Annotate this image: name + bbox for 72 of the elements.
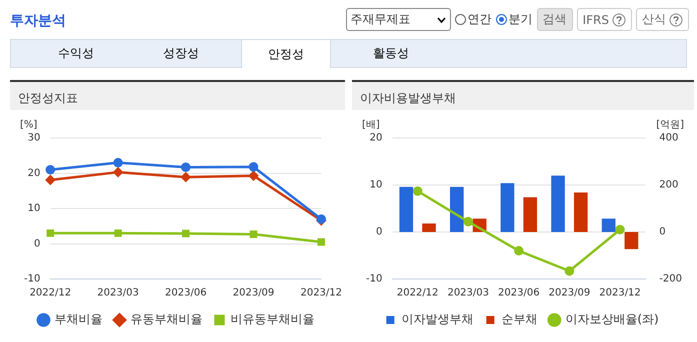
point [248,162,258,172]
y-tick-label: 20 [28,168,40,179]
text: 주재무제표 [350,11,411,28]
point [181,172,191,182]
text: 안정성 [241,39,331,68]
text: 성장성 [162,45,200,62]
x-tick-label: 2023/03 [447,288,489,299]
text: 분기 [508,11,533,28]
legend-label: 순부채 [501,312,538,326]
y2-tick-label: 200 [659,180,678,191]
y2-tick-label: -200 [659,274,682,285]
x-tick-label: 2023/09 [548,288,590,299]
point [412,186,422,196]
bar [500,183,514,232]
bar [523,197,538,232]
y-axis-title: [%] [20,120,38,131]
legend-label: 유동부채비율 [130,312,202,326]
point [248,170,258,180]
y-axis-title: [배] [362,120,380,131]
point [463,216,473,226]
x-tick-label: 2023/12 [599,288,641,299]
bar [574,192,588,232]
legend-label: 비유동부채비율 [230,312,314,326]
y-tick-label: 10 [370,180,382,191]
x-tick-label: 2023/03 [97,288,139,299]
point [46,229,54,237]
legend-label: 이자발생부채 [401,312,474,326]
bar [624,232,638,250]
text: 활동성 [372,45,410,62]
point [113,158,123,168]
y-tick-label: 20 [370,132,382,144]
point [564,266,574,276]
y2-axis-title: [억원] [656,120,684,131]
point [615,224,625,234]
point [514,246,524,256]
y2-tick-label: 0 [659,226,666,238]
x-tick-label: 2022/12 [30,288,72,299]
point [46,164,56,174]
bar [399,186,414,232]
chart-title: 안정성지표 [10,80,345,110]
chart-title: 이자비용발생부채 [352,80,694,110]
x-tick-label: 2023/09 [232,288,274,299]
text: 산식 [642,11,666,28]
y-tick-label: 30 [28,132,40,144]
x-tick-label: 2023/06 [165,288,207,299]
y-tick-label: 0 [34,238,40,250]
point [114,229,122,237]
point [318,238,325,246]
text: 수익성 [57,45,95,62]
x-tick-label: 2023/12 [300,288,342,299]
x-tick-label: 2023/06 [498,288,540,299]
text: 검색 [542,11,567,28]
legend-label: 이자보상배율(좌) [565,312,659,326]
bar [602,218,616,232]
bar [450,186,464,232]
y-tick-label: 0 [376,226,382,238]
point [250,230,258,238]
y2-tick-label: 400 [659,132,678,144]
point [113,167,123,177]
legend-label: 부채비율 [54,312,102,326]
point [181,162,191,172]
point [46,175,56,185]
text: 연간 [468,11,492,28]
bar [551,176,565,232]
x-tick-label: 2022/12 [396,288,438,299]
text: IFRS [582,12,609,26]
text: 투자분석 [10,12,66,30]
bar [422,224,436,232]
y-tick-label: 10 [28,203,40,214]
point [182,230,190,238]
y-tick-label: -10 [366,274,382,285]
y-tick-label: -10 [24,274,40,285]
